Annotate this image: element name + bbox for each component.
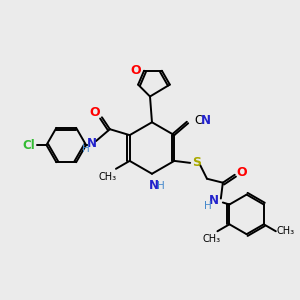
Text: C: C	[194, 114, 202, 127]
Text: H: H	[204, 202, 212, 212]
Text: O: O	[236, 166, 247, 179]
Text: N: N	[87, 136, 97, 150]
Text: H: H	[82, 144, 90, 154]
Text: N: N	[149, 179, 159, 192]
Text: N: N	[201, 114, 211, 127]
Text: O: O	[131, 64, 141, 77]
Text: N: N	[209, 194, 219, 207]
Text: O: O	[90, 106, 100, 119]
Text: CH₃: CH₃	[99, 172, 117, 182]
Text: CH₃: CH₃	[202, 234, 220, 244]
Text: H: H	[157, 181, 165, 191]
Text: S: S	[193, 156, 202, 170]
Text: Cl: Cl	[22, 139, 35, 152]
Text: CH₃: CH₃	[277, 226, 295, 236]
